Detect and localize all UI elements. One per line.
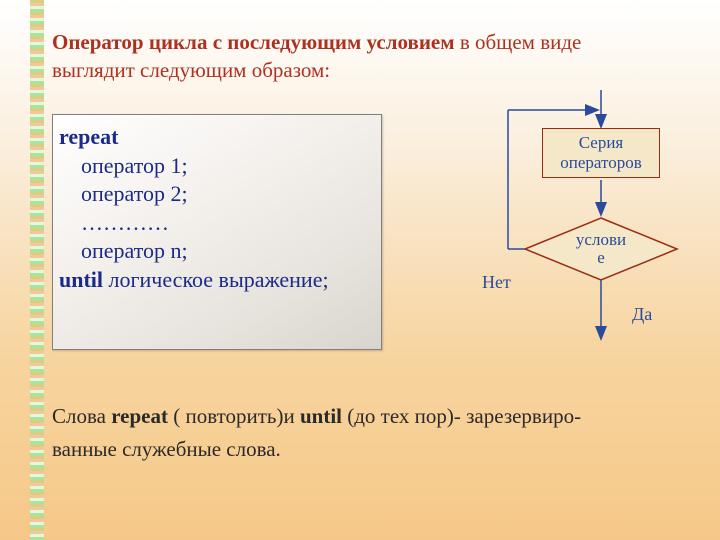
bottom-k2: until — [300, 404, 342, 428]
bottom-mid2: (до тех пор)- зарезервиро- — [342, 404, 581, 428]
bottom-pre: Слова — [52, 404, 111, 428]
code-until-line: until логическое выражение; — [59, 266, 371, 295]
bottom-mid1: ( повторить)и — [168, 404, 300, 428]
flow-yes-label: Да — [632, 304, 652, 325]
slide-heading: Оператор цикла с последующим условием в … — [52, 28, 652, 85]
bottom-line2: ванные служебные слова. — [52, 437, 281, 461]
code-line-2: оператор 2; — [59, 180, 371, 209]
flow-condition-label: услови е — [525, 216, 677, 282]
flow-no-label: Нет — [482, 272, 511, 293]
code-line-1: оператор 1; — [59, 152, 371, 181]
flowchart: Серия операторов услови е Нет Да — [470, 90, 700, 360]
flow-diamond: услови е — [525, 216, 677, 282]
flow-series-label: Серия операторов — [543, 133, 659, 174]
bottom-text: Слова repeat ( повторить)и until (до тех… — [52, 400, 672, 465]
kw-until: until — [59, 267, 103, 292]
heading-bold: Оператор цикла с последующим условием — [52, 30, 455, 54]
code-line-3: ………… — [59, 209, 371, 238]
slide-root: Оператор цикла с последующим условием в … — [0, 0, 720, 540]
flow-condition-text: услови е — [576, 231, 626, 267]
code-line-4: оператор n; — [59, 237, 371, 266]
code-box: repeat оператор 1; оператор 2; ………… опер… — [52, 114, 382, 350]
flow-series-box: Серия операторов — [542, 128, 660, 178]
code-tail: логическое выражение; — [103, 267, 329, 292]
kw-repeat: repeat — [59, 124, 118, 149]
decorative-stripe — [30, 0, 44, 540]
bottom-k1: repeat — [111, 404, 168, 428]
